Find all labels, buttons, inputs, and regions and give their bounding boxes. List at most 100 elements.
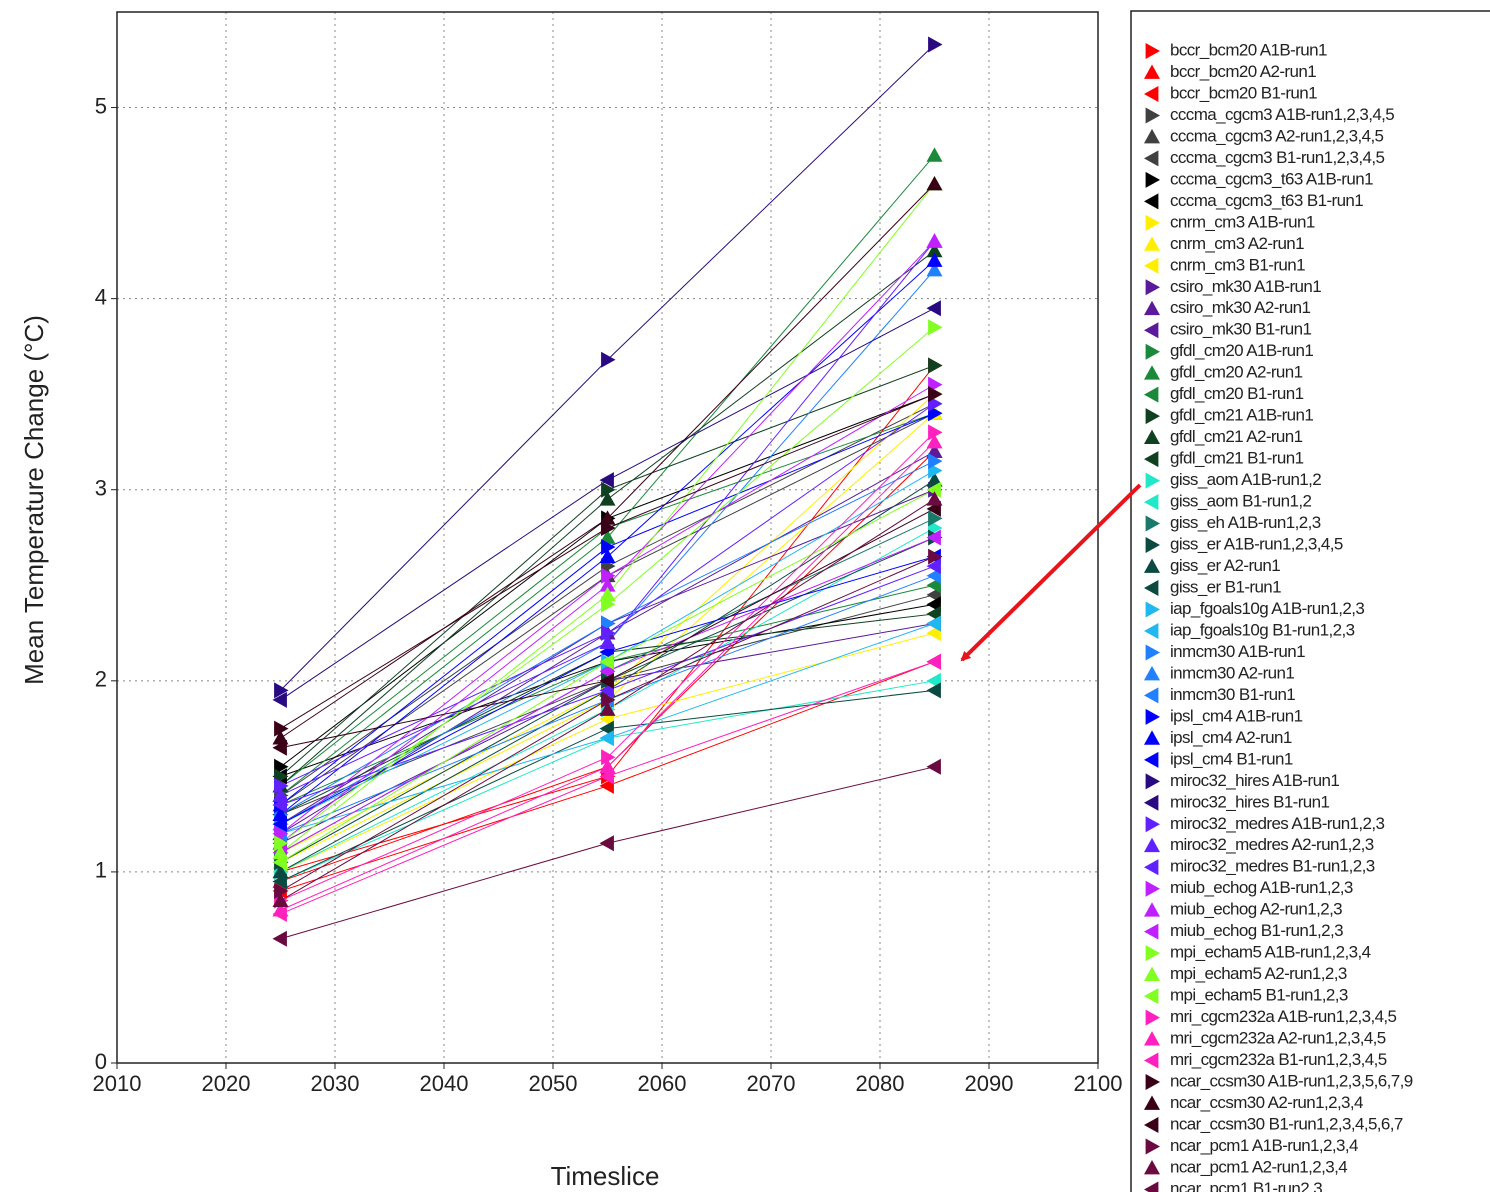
legend-marker	[1144, 687, 1159, 704]
legend-label: giss_er A1B-run1,2,3,4,5	[1170, 535, 1343, 554]
legend-marker	[1144, 128, 1160, 144]
data-point	[599, 768, 614, 785]
data-point	[599, 730, 614, 747]
data-point	[928, 357, 943, 374]
legend-label: mri_cgcm232a A2-run1,2,3,4,5	[1170, 1029, 1386, 1048]
data-point	[926, 758, 941, 775]
legend-marker	[1145, 644, 1160, 661]
data-point	[926, 443, 943, 458]
x-tick-label: 2100	[1074, 1071, 1123, 1096]
data-point	[599, 529, 616, 544]
legend-label: cccma_cgcm3 B1-run1,2,3,4,5	[1170, 148, 1384, 167]
legend-marker	[1144, 966, 1160, 982]
legend-marker	[1144, 236, 1160, 251]
legend-marker	[1145, 43, 1160, 59]
legend-label: gfdl_cm20 A2-run1	[1170, 363, 1303, 382]
data-point	[928, 510, 943, 527]
legend-marker	[1144, 300, 1160, 316]
legend-marker	[1144, 85, 1159, 102]
legend-label: bccr_bcm20 A1B-run1	[1170, 40, 1327, 59]
data-point	[599, 634, 616, 649]
data-point	[272, 730, 289, 745]
legend-marker	[1145, 472, 1160, 489]
legend-label: miub_echog A2-run1,2,3	[1170, 900, 1342, 919]
legend-label: cccma_cgcm3 A1B-run1,2,3,4,5	[1170, 105, 1394, 124]
legend-label: ncar_pcm1 A1B-run1,2,3,4	[1170, 1136, 1358, 1155]
data-point	[272, 787, 289, 802]
legend-marker	[1145, 537, 1160, 554]
data-point	[274, 777, 289, 794]
legend-marker	[1145, 279, 1160, 296]
x-tick-label: 2090	[965, 1071, 1014, 1096]
data-point	[601, 691, 616, 708]
legend-label: miub_echog A1B-run1,2,3	[1170, 878, 1353, 897]
data-point	[928, 424, 943, 441]
data-point	[599, 701, 616, 716]
data-point	[272, 797, 287, 814]
legend-label: mpi_echam5 B1-run1,2,3	[1170, 986, 1348, 1005]
data-point	[601, 625, 616, 642]
legend-label: csiro_mk30 B1-run1	[1170, 320, 1311, 339]
data-point	[926, 147, 943, 162]
data-point	[926, 300, 941, 317]
data-point	[926, 682, 941, 699]
legend-label: gfdl_cm20 B1-run1	[1170, 384, 1304, 403]
legend-marker	[1145, 1138, 1160, 1155]
data-point	[926, 491, 943, 506]
legend-label: miub_echog B1-run1,2,3	[1170, 921, 1343, 940]
legend-marker	[1144, 859, 1159, 876]
legend-label: miroc32_hires A1B-run1	[1170, 771, 1339, 790]
legend-label: cnrm_cm3 A1B-run1	[1170, 212, 1315, 231]
legend-label: giss_eh A1B-run1,2,3	[1170, 513, 1321, 532]
legend-label: ipsl_cm4 A1B-run1	[1170, 706, 1303, 725]
data-point	[928, 319, 943, 336]
legend-label: mpi_echam5 A2-run1,2,3	[1170, 964, 1347, 983]
legend-marker	[1144, 902, 1160, 917]
legend-marker	[1144, 193, 1159, 210]
plot-area: 0 1 2 3 4 5 2010 2020 2030 2040 2050 2060 2070 2080 20…	[93, 11, 1123, 1096]
y-tick-label: 0	[95, 1049, 107, 1074]
data-point	[272, 691, 287, 708]
legend-marker	[1145, 214, 1160, 231]
x-tick-label: 2030	[311, 1071, 360, 1096]
data-point	[599, 510, 616, 525]
legend-label: inmcm30 A2-run1	[1170, 663, 1294, 682]
data-point	[926, 653, 941, 670]
data-point	[274, 720, 289, 737]
legend: bccr_bcm20 A1B-run1 bccr_bcm20 A2-run1 bcc…	[1144, 40, 1413, 1192]
legend-label: giss_er A2-run1	[1170, 556, 1280, 575]
data-point	[928, 453, 943, 470]
data-point	[601, 539, 616, 556]
y-tick-label: 4	[95, 284, 107, 309]
legend-box	[1130, 10, 1490, 1192]
x-tick-label: 2040	[420, 1071, 469, 1096]
legend-label: bccr_bcm20 B1-run1	[1170, 83, 1317, 102]
data-point	[272, 863, 289, 879]
data-point	[599, 653, 614, 670]
legend-label: miroc32_medres A1B-run1,2,3	[1170, 814, 1385, 833]
legend-marker	[1144, 794, 1159, 811]
annotation-arrow	[960, 483, 1142, 662]
legend-label: mri_cgcm232a A1B-run1,2,3,4,5	[1170, 1007, 1397, 1026]
legend-label: iap_fgoals10g A1B-run1,2,3	[1170, 599, 1364, 618]
legend-label: cnrm_cm3 A2-run1	[1170, 234, 1304, 253]
data-point	[928, 548, 943, 565]
legend-label: cnrm_cm3 B1-run1	[1170, 255, 1305, 274]
data-point	[599, 491, 616, 506]
data-point	[272, 892, 289, 907]
legend-label: ncar_pcm1 A2-run1,2,3,4	[1170, 1157, 1347, 1176]
legend-label: gfdl_cm21 A1B-run1	[1170, 406, 1313, 425]
legend-marker	[1144, 1159, 1160, 1175]
legend-marker	[1145, 343, 1160, 360]
legend-marker	[1144, 580, 1159, 596]
legend-label: cccma_cgcm3_t63 A1B-run1	[1170, 169, 1373, 188]
legend-label: giss_aom A1B-run1,2	[1170, 470, 1321, 489]
legend-marker	[1145, 880, 1160, 897]
data-point	[272, 739, 287, 756]
legend-label: gfdl_cm21 B1-run1	[1170, 449, 1304, 468]
legend-marker	[1144, 1095, 1160, 1110]
legend-label: ipsl_cm4 B1-run1	[1170, 749, 1293, 768]
legend-label: ncar_pcm1 B1-run2,3	[1170, 1179, 1322, 1192]
legend-marker	[1145, 773, 1160, 790]
